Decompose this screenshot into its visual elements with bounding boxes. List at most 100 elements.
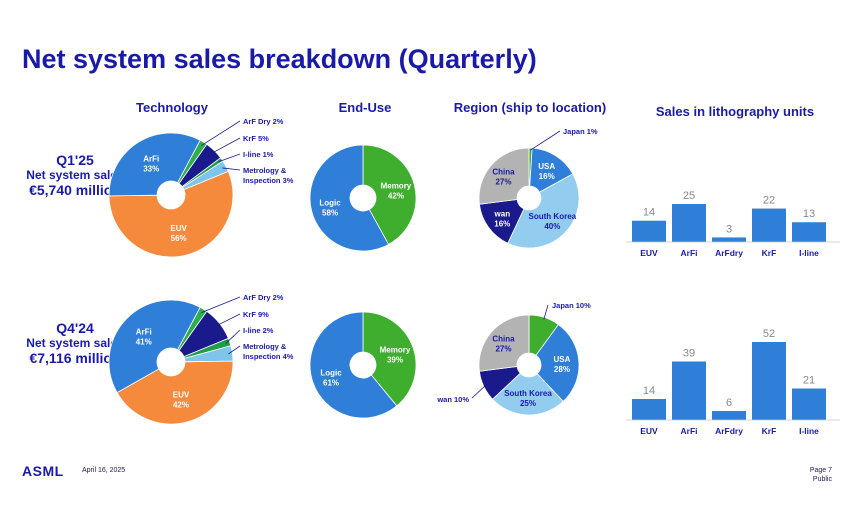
callout-inspection: Inspection 3%: [243, 176, 294, 185]
page-number: Page 7: [809, 467, 832, 474]
logic-label-name: Logic: [320, 369, 342, 378]
bar-category-label: ArFdry: [715, 426, 743, 436]
usa-label-name: USA: [538, 162, 555, 171]
callout-krf: KrF 5%: [243, 134, 269, 143]
pie-slice-logic: [309, 144, 390, 252]
page-title: Net system sales breakdown (Quarterly): [22, 44, 537, 74]
memory-label-value: 42%: [388, 192, 404, 201]
callout-inspection: Inspection 4%: [243, 352, 294, 361]
logic-label-name: Logic: [319, 198, 341, 207]
pie-slice-logic: [309, 311, 398, 419]
bar-value-label: 25: [683, 190, 695, 202]
pie-slice-china: [478, 314, 530, 372]
callout-line: [201, 120, 241, 146]
usa-label-value: 16%: [539, 172, 555, 181]
pie-slice-usa: [535, 323, 580, 403]
memory-label-name: Memory: [381, 182, 412, 191]
bar-category-label: I-line: [799, 426, 819, 436]
bar-arfdry: [712, 411, 746, 420]
row-label-q1-25: Q1'25 Net system sales €5,740 million: [10, 152, 140, 198]
callout-krf: KrF 9%: [243, 310, 269, 319]
bar-arfdry: [712, 237, 746, 242]
bar-value-label: 3: [726, 223, 732, 235]
south-korea-label-value: 25%: [520, 399, 536, 408]
callout-japan: Japan 10%: [552, 301, 591, 310]
callout-line: [201, 296, 241, 313]
net-sales-label: Net system sales: [26, 168, 124, 182]
euv-label-name: EUV: [170, 224, 187, 233]
arfi-label-name: ArFi: [143, 155, 159, 164]
net-sales-value: €7,116 million: [29, 350, 121, 366]
callout-arf-dry: ArF Dry 2%: [243, 117, 284, 126]
china-label-value: 27%: [495, 345, 511, 354]
pie-slice-memory: [362, 144, 417, 245]
bar-category-label: EUV: [640, 426, 658, 436]
bar-arfi: [672, 361, 706, 420]
logic-label-value: 58%: [322, 208, 338, 217]
bar-value-label: 13: [803, 208, 815, 220]
bar-value-label: 14: [643, 385, 655, 397]
euv-label-name: EUV: [173, 391, 190, 400]
south-korea-label-value: 40%: [544, 222, 560, 231]
euv-label-value: 42%: [173, 401, 189, 410]
bar-euv: [632, 220, 666, 242]
callout-arf-dry: ArF Dry 2%: [243, 293, 284, 302]
callout-line: [228, 345, 241, 355]
header-region: Region (ship to location): [453, 100, 607, 115]
footer-date: April 16, 2025: [82, 467, 126, 474]
quarter-label: Q1'25: [56, 152, 94, 168]
bar-euv: [632, 399, 666, 420]
net-sales-label: Net system sales: [26, 336, 124, 350]
bar-category-label: ArFi: [681, 248, 698, 258]
bar-i-line: [792, 222, 826, 242]
bar-category-label: KrF: [762, 248, 777, 258]
logic-label-value: 61%: [323, 379, 339, 388]
pie-slice-memory: [362, 311, 417, 407]
callout-line: [211, 137, 241, 154]
bar-i-line: [792, 388, 826, 420]
bar-value-label: 22: [763, 195, 775, 207]
header-technology: Technology: [136, 100, 208, 115]
callout-japan: Japan 1%: [563, 127, 598, 136]
usa-label-value: 28%: [554, 365, 570, 374]
usa-label-name: USA: [553, 355, 570, 364]
arfi-label-value: 33%: [143, 165, 159, 174]
classification: Public: [812, 476, 832, 483]
bar-category-label: EUV: [640, 248, 658, 258]
pie-slice-arfi: [108, 299, 201, 394]
bar-value-label: 6: [726, 397, 732, 409]
bar-category-label: I-line: [799, 248, 819, 258]
bar-value-label: 39: [683, 348, 695, 360]
callout-line-japan: [543, 304, 549, 320]
pie-slice-arfi: [108, 132, 201, 197]
arfi-label-name: ArFi: [136, 328, 152, 337]
china-label-name: China: [492, 335, 515, 344]
bar-category-label: ArFdry: [715, 248, 743, 258]
callout-line: [218, 153, 241, 163]
pie-slice-euv: [108, 170, 234, 258]
footer-page-info: Page 7 Public: [810, 466, 832, 484]
south-korea-label-name: South Korea: [529, 212, 577, 221]
pie-slice-china: [478, 147, 530, 205]
callout-metrology: Metrology &: [243, 342, 287, 351]
taiwan-label-value: 16%: [494, 219, 510, 228]
pie-slice-euv: [116, 360, 234, 425]
pie-slice-south-korea: [491, 372, 564, 416]
callout-line: [222, 167, 241, 171]
callout-line-japan: [530, 130, 561, 151]
bar-value-label: 14: [643, 207, 655, 219]
bar-value-label: 52: [763, 328, 775, 340]
south-korea-label-name: South Korea: [504, 389, 552, 398]
asml-logo: ASML: [22, 463, 64, 479]
memory-label-value: 39%: [387, 355, 403, 364]
header-units: Sales in lithography units: [655, 104, 815, 119]
arfi-label-value: 41%: [136, 338, 152, 347]
quarter-label: Q4'24: [56, 320, 94, 336]
header-end-use: End-Use: [338, 100, 392, 115]
taiwan-label-name: wan: [494, 209, 511, 218]
bar-arfi: [672, 204, 706, 242]
net-sales-value: €5,740 million: [29, 182, 121, 198]
bar-value-label: 21: [803, 375, 815, 387]
